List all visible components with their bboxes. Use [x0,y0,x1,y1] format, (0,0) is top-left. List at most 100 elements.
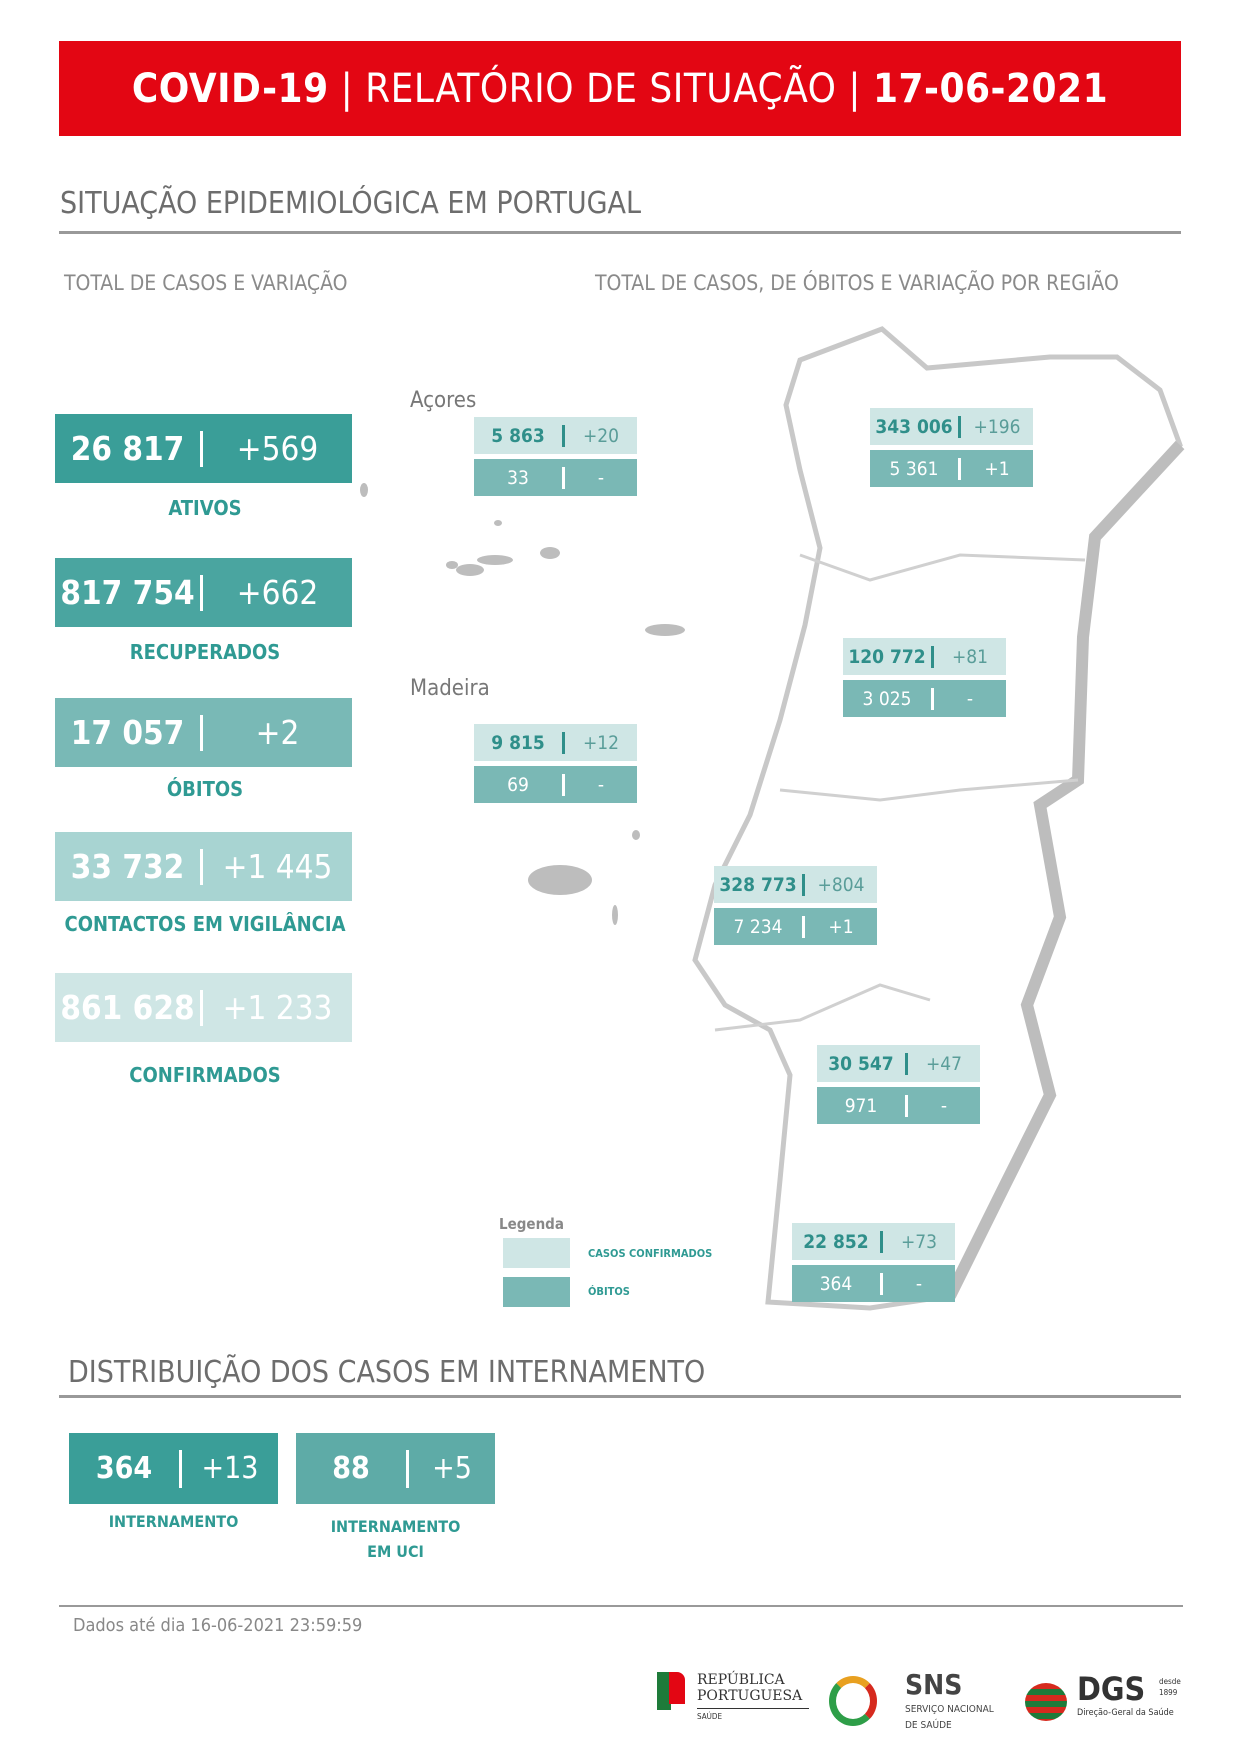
delta: +13 [201,1451,259,1486]
region-value: 5 863 [491,424,545,447]
region-delta: +20 [582,424,620,447]
region-value: 120 772 [848,645,926,668]
label-madeira: Madeira [410,676,490,701]
region-delta: - [966,687,974,710]
data-date-note: Dados até dia 16-06-2021 23:59:59 [73,1615,363,1636]
internamento-box: 364 +13 [69,1433,278,1504]
total-label: CONTACTOS EM VIGILÂNCIA [64,912,346,936]
total-delta: +569 [236,429,319,468]
total-box-0: 26 817 +569 [55,414,352,483]
region-delta: - [597,466,605,489]
logo-text: 1899 [1159,1688,1178,1697]
separator [200,714,203,751]
separator [562,424,565,447]
separator [880,1272,883,1295]
region-delta: +804 [817,873,865,896]
region-value: 30 547 [828,1052,894,1075]
azores-islands [360,483,685,636]
region-delta: +1 [828,915,854,938]
logo-text: SERVIÇO NACIONAL [905,1704,994,1715]
region-deaths-box: 3 025 - [843,680,1006,717]
region-deaths-box: 5 361 +1 [870,450,1033,487]
region-delta: +1 [984,457,1010,480]
total-delta: +1 233 [222,988,333,1027]
internamento-label: INTERNAMENTO [108,1512,239,1531]
uci-label: INTERNAMENTO EM UCI [296,1514,495,1564]
separator [931,645,934,668]
region-delta: - [940,1094,948,1117]
region-cases-box: 30 547 +47 [817,1045,980,1082]
region-cases-box: 22 852 +73 [792,1223,955,1260]
legend-swatch-confirmed [503,1238,570,1268]
legend-title: Legenda [499,1215,564,1233]
label-acores: Açores [410,388,477,413]
logo-text: SNS [905,1668,963,1701]
logo-text: SAÚDE [697,1708,809,1721]
region-cases-box: 5 863 +20 [474,417,637,454]
sns-logo: SNS SERVIÇO NACIONAL DE SAÚDE [905,1670,994,1732]
separator [200,989,203,1026]
logo-text: DE SAÚDE [905,1720,952,1731]
region-value: 33 [507,466,529,489]
region-delta: +73 [900,1230,938,1253]
value: 88 [332,1451,370,1486]
separator [179,1449,182,1488]
logo-text: DGS [1077,1670,1146,1708]
header-sep: | [848,65,861,112]
region-value: 971 [844,1094,878,1117]
total-delta: +662 [236,573,319,612]
madeira-islands [528,830,640,925]
region-delta: +12 [582,731,620,754]
region-delta: +81 [951,645,989,668]
region-value: 7 234 [733,915,783,938]
label-line2: EM UCI [367,1542,424,1561]
separator [562,466,565,489]
label-line1: INTERNAMENTO [330,1517,461,1536]
separator [931,687,934,710]
total-box-1: 817 754 +662 [55,558,352,627]
legend-label-deaths: ÓBITOS [588,1285,630,1298]
total-label: ÓBITOS [166,777,244,801]
republica-portuguesa-logo: REPÚBLICA PORTUGUESA SAÚDE [657,1672,809,1722]
header-sep: | [340,65,354,112]
dgs-logo: DGS desde 1899 Direção-Geral da Saúde [1077,1670,1181,1718]
region-value: 3 025 [862,687,912,710]
total-box-3: 33 732 +1 445 [55,832,352,901]
separator [200,430,203,467]
logo-text: PORTUGUESA [697,1688,803,1704]
total-value: 33 732 [70,847,185,886]
logo-text: Direção-Geral da Saúde [1077,1708,1174,1718]
dgs-logo-icon [1025,1683,1067,1721]
region-deaths-box: 69 - [474,766,637,803]
legend-label-confirmed: CASOS CONFIRMADOS [588,1247,713,1260]
region-cases-box: 9 815 +12 [474,724,637,761]
region-delta: +196 [973,415,1021,438]
sns-logo-icon [829,1676,877,1726]
header-date: 17-06-2021 [872,65,1109,112]
region-delta: - [915,1272,923,1295]
region-deaths-box: 364 - [792,1265,955,1302]
separator [905,1094,908,1117]
separator [880,1230,883,1253]
divider [59,231,1181,234]
left-subtitle: TOTAL DE CASOS E VARIAÇÃO [64,271,348,295]
region-cases-box: 328 773 +804 [714,866,877,903]
region-deaths-box: 33 - [474,459,637,496]
total-delta: +1 445 [222,847,333,886]
total-value: 861 628 [60,988,195,1027]
region-cases-box: 343 006 +196 [870,408,1033,445]
region-value: 9 815 [491,731,545,754]
divider [59,1395,1181,1398]
total-label: CONFIRMADOS [129,1063,281,1087]
region-value: 69 [507,773,529,796]
delta: +5 [432,1451,472,1486]
header-title: RELATÓRIO DE SITUAÇÃO [365,65,837,112]
header-covid: COVID-19 [131,65,329,112]
separator [802,873,805,896]
separator [200,574,203,611]
region-value: 343 006 [875,415,953,438]
region-value: 22 852 [803,1230,869,1253]
separator [562,773,565,796]
uci-box: 88 +5 [296,1433,495,1504]
